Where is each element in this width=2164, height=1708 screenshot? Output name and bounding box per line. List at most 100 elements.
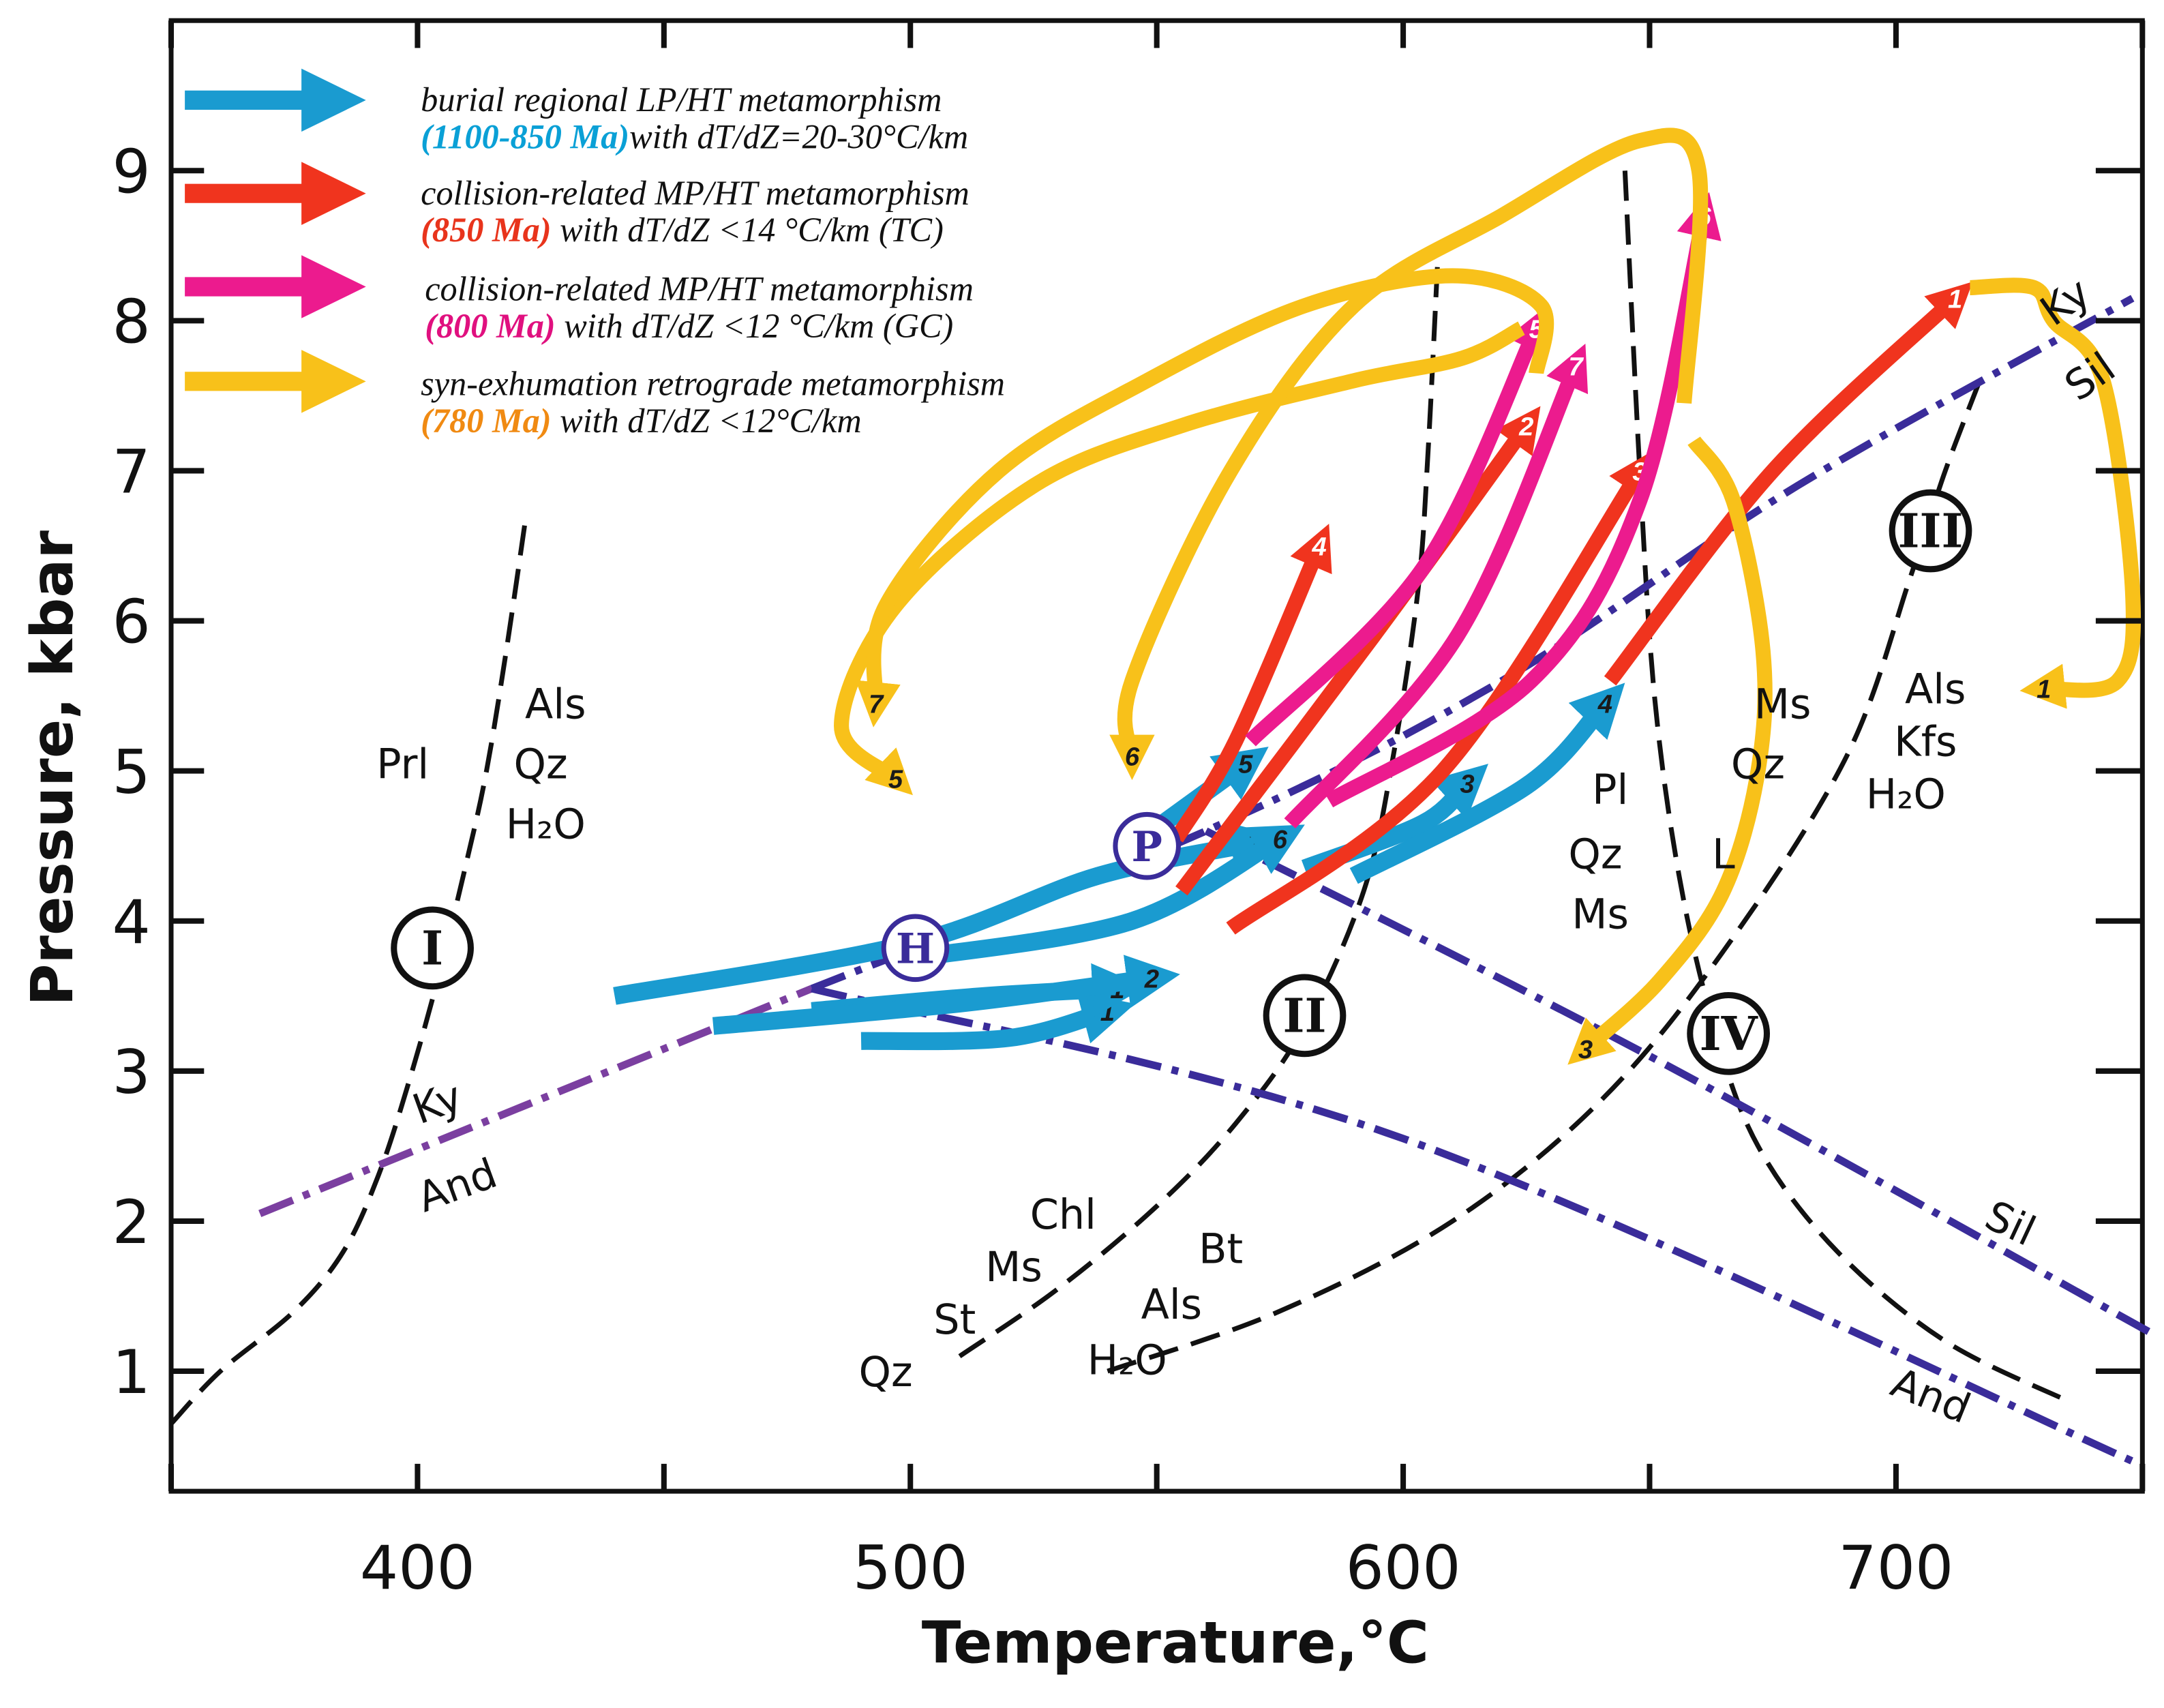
legend-arrow-blue <box>185 68 366 132</box>
legend-age-yellow: (780 Ma) <box>421 402 551 440</box>
phase-label: And <box>1884 1359 1977 1433</box>
pt-path-yellow-6: 6 <box>1109 128 1709 781</box>
legend-text-yellow-line2: (780 Ma) with dT/dZ <12°C/km <box>421 402 862 440</box>
phase-label: Kfs <box>1894 719 1957 766</box>
curve-iii <box>1107 380 1982 1374</box>
legend-text-red-line2: (850 Ma) with dT/dZ <14 °C/km (TC) <box>421 211 944 249</box>
label-circle <box>1687 991 1771 1075</box>
y-tick-label: 5 <box>112 737 150 807</box>
pt-path-blue-2: 2 <box>712 955 1180 1035</box>
pt-path-label: 7 <box>1568 352 1584 381</box>
x-axis-title: Temperature,°C <box>922 1610 1429 1677</box>
pt-path-label: 6 <box>1125 743 1140 772</box>
pt-path-line <box>1109 128 1709 781</box>
y-tick-label: 1 <box>112 1337 150 1407</box>
reaction-number-iv: IV <box>1687 991 1771 1075</box>
label-text: I <box>421 922 443 976</box>
legend-rest-red: with dT/dZ <14 °C/km (TC) <box>552 211 944 249</box>
pt-path-label: 7 <box>869 690 884 719</box>
phase-label: Qz <box>858 1349 912 1396</box>
pt-path-label: 2 <box>1144 964 1159 993</box>
pt-path-label: 6 <box>1273 825 1288 854</box>
legend-arrow-red <box>185 162 366 225</box>
pt-path-label: 4 <box>1597 690 1612 719</box>
legend-text-magenta-line2: (800 Ma) with dT/dZ <12 °C/km (GC) <box>425 307 953 345</box>
pt-path-line <box>1970 278 2142 709</box>
phase-label: H₂O <box>1866 771 1946 819</box>
legend-rest-magenta: with dT/dZ <12 °C/km (GC) <box>556 307 954 345</box>
pt-path-yellow-5: 5 <box>834 321 1525 796</box>
phase-label: Ky <box>406 1073 468 1134</box>
label-circle <box>1889 489 1972 573</box>
x-tick-label: 400 <box>360 1533 475 1603</box>
pt-path-red-4: 4 <box>1170 524 1332 843</box>
legend: burial regional LP/HT metamorphism (1100… <box>185 68 1005 440</box>
pt-path-line <box>1325 192 1722 808</box>
phase-label: Als <box>1141 1281 1203 1329</box>
phase-label: Ms <box>1754 681 1812 729</box>
legend-text-magenta-line1: collision-related MP/HT metamorphism <box>425 270 974 308</box>
phase-label: Qz <box>1731 741 1785 789</box>
legend-entry-magenta: collision-related MP/HT metamorphism (80… <box>185 255 974 345</box>
pt-path-line <box>1349 683 1625 884</box>
pt-path-line <box>712 955 1180 1035</box>
phase-label: St <box>933 1296 976 1344</box>
reaction-number-i: I <box>391 906 474 990</box>
phase-label: H₂O <box>1087 1336 1167 1384</box>
curve-upper-sil <box>1204 827 2154 1337</box>
pt-path-yellow-7: 7 <box>855 268 1554 728</box>
phase-label: Qz <box>1568 831 1622 879</box>
x-tick-label: 500 <box>853 1533 968 1603</box>
pt-path-yellow-3: 3 <box>1567 436 1773 1065</box>
phase-label: Als <box>525 681 586 729</box>
pt-path-line <box>1170 524 1332 843</box>
phase-label: Prl <box>376 741 429 789</box>
label-text: P <box>1132 823 1162 871</box>
pt-path-line <box>1245 306 1548 747</box>
curve-ky-and <box>258 985 813 1217</box>
axis-ticks: 400 500 600 700 1 2 3 4 5 6 7 8 9 <box>112 20 2146 1603</box>
y-axis-title: Pressure, kbar <box>19 530 86 1006</box>
pt-path-blue-4: 4 <box>1349 683 1625 884</box>
label-circle <box>881 914 950 983</box>
label-circle <box>1113 811 1181 880</box>
pt-path-line <box>1284 343 1589 829</box>
pt-path-line <box>1567 436 1773 1065</box>
pt-path-label: 5 <box>1238 750 1253 779</box>
phase-label: Als <box>1905 666 1966 714</box>
legend-age-red: (850 Ma) <box>421 211 551 249</box>
phase-label: Ms <box>985 1244 1042 1291</box>
pt-path-yellow-1: 1 <box>1970 278 2142 709</box>
pt-path-label: 5 <box>888 765 903 794</box>
label-text: II <box>1283 989 1327 1044</box>
curve-sil-and <box>811 985 2135 1465</box>
pt-path-label: 4 <box>1312 533 1327 562</box>
pt-path-line <box>909 824 1305 968</box>
pt-path-label: 3 <box>1578 1035 1593 1064</box>
phase-label: L <box>1712 831 1735 879</box>
pt-path-label: 2 <box>1518 413 1533 442</box>
pt-path-line <box>1604 282 1973 686</box>
y-tick-label: 3 <box>112 1037 150 1107</box>
pt-path-magenta-7: 7 <box>1284 343 1589 829</box>
triple-point-p: P <box>1113 811 1181 880</box>
pt-path-line <box>1226 450 1653 935</box>
y-tick-label: 7 <box>112 437 150 507</box>
curve-ii <box>958 260 1441 1359</box>
label-circle <box>391 906 474 990</box>
pt-path-line <box>855 268 1554 728</box>
pt-path-line <box>834 321 1525 796</box>
pt-path-blue-6: 6 <box>909 824 1305 968</box>
legend-text-yellow-line1: syn-exhumation retrograde metamorphism <box>421 364 1005 402</box>
phase-label: Pl <box>1592 766 1628 814</box>
legend-entry-yellow: syn-exhumation retrograde metamorphism (… <box>185 350 1005 440</box>
legend-entry-blue: burial regional LP/HT metamorphism (1100… <box>185 68 968 155</box>
curve-ky-sil <box>810 295 2135 993</box>
triple-point-h: H <box>881 914 950 983</box>
phase-label: Ms <box>1572 891 1629 939</box>
phase-label: Bt <box>1199 1226 1243 1274</box>
phase-label: Qz <box>514 741 568 789</box>
